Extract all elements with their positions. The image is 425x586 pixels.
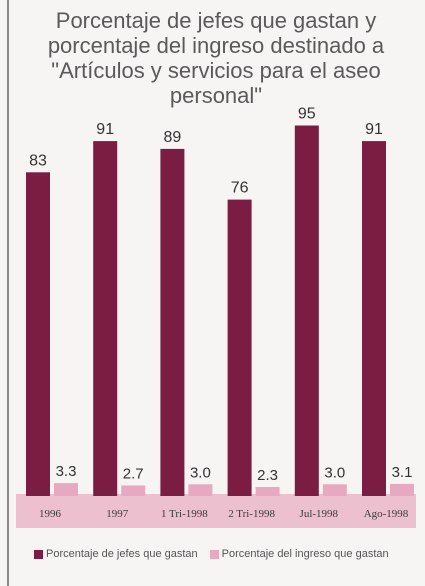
tick-label-2: 1 Tri-1998 [161, 508, 208, 520]
bar-jefes-5 [362, 141, 386, 496]
bar-ingreso-5 [390, 483, 414, 496]
bar-jefes-1 [93, 141, 118, 496]
legend-label-jefes: Porcentaje de jefes que gastan [46, 548, 198, 560]
left-border-line [7, 0, 9, 586]
data-label-jefes-5: 91 [365, 121, 383, 138]
legend-item-jefes: Porcentaje de jefes que gastan [34, 548, 198, 560]
legend: Porcentaje de jefes que gastan Porcentaj… [34, 548, 389, 560]
bar-ingreso-4 [322, 484, 347, 496]
legend-swatch-jefes [34, 549, 43, 559]
data-label-ingreso-0: 3.3 [56, 463, 77, 480]
bar-jefes-4 [294, 125, 319, 496]
data-label-ingreso-2: 3.0 [190, 464, 211, 481]
data-label-jefes-0: 83 [29, 152, 47, 169]
tick-label-5: Ago-1998 [364, 508, 409, 520]
data-label-jefes-4: 95 [298, 106, 316, 123]
bar-jefes-0 [26, 172, 50, 497]
chart-title: Porcentaje de jefes que gastan y porcent… [47, 8, 385, 108]
legend-label-ingreso: Porcentaje del ingreso que gastan [221, 548, 389, 560]
data-label-ingreso-5: 3.1 [392, 464, 413, 481]
tick-label-4: Jul-1998 [300, 508, 339, 520]
tick-label-3: 2 Tri-1998 [228, 508, 275, 520]
bar-ingreso-0 [54, 483, 78, 496]
tick-label-0: 1996 [39, 508, 62, 520]
legend-item-ingreso: Porcentaje del ingreso que gastan [209, 548, 389, 560]
data-label-jefes-1: 91 [96, 121, 114, 138]
bar-ingreso-2 [188, 484, 213, 496]
data-label-jefes-3: 76 [231, 180, 249, 197]
data-label-jefes-2: 89 [164, 129, 182, 146]
data-label-ingreso-1: 2.7 [123, 465, 144, 482]
legend-swatch-ingreso [209, 549, 219, 559]
tick-label-1: 1997 [106, 508, 129, 520]
data-label-ingreso-4: 3.0 [324, 464, 345, 481]
bar-ingreso-1 [121, 485, 146, 496]
bar-ingreso-3 [255, 487, 280, 496]
category-axis-band [16, 494, 416, 528]
data-label-ingreso-3: 2.3 [257, 467, 278, 484]
bar-jefes-2 [160, 148, 185, 496]
bar-jefes-3 [227, 199, 252, 496]
